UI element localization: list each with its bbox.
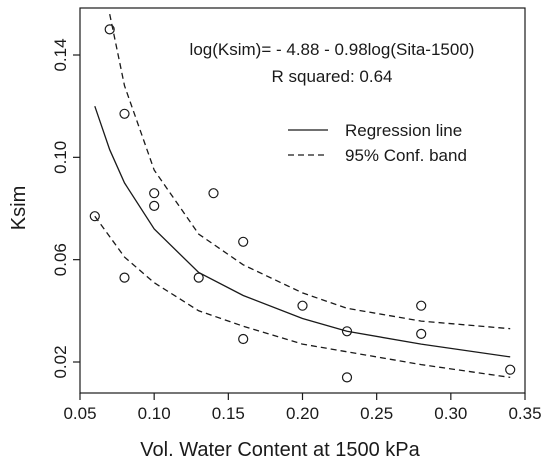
x-axis: 0.05 0.10 0.15 0.20 0.25 0.30 0.35: [63, 393, 542, 423]
y-tick-label: 0.14: [51, 38, 70, 71]
data-point: [238, 236, 249, 247]
regression-line: [94, 105, 511, 358]
x-tick-label: 0.05: [63, 404, 96, 423]
data-point: [505, 364, 516, 375]
y-tick-label: 0.06: [51, 243, 70, 276]
data-point: [238, 333, 249, 345]
plot-area: [79, 7, 526, 394]
y-tick-label: 0.02: [51, 345, 70, 378]
x-tick-label: 0.10: [138, 404, 171, 423]
data-point: [89, 211, 100, 222]
x-tick-label: 0.35: [508, 404, 541, 423]
conf-band-lower: [94, 215, 511, 379]
legend: Regression line 95% Conf. band: [288, 121, 467, 165]
regression-equation: log(Ksim)= - 4.88 - 0.98log(Sita-1500): [190, 40, 475, 59]
y-tick-label: 0.10: [51, 141, 70, 174]
data-point: [119, 108, 130, 119]
data-point: [297, 300, 308, 311]
x-tick-label: 0.20: [286, 404, 319, 423]
data-point: [416, 300, 427, 311]
y-axis-label: Ksim: [8, 186, 30, 230]
data-point: [119, 272, 130, 283]
legend-label-conf-band: 95% Conf. band: [345, 146, 467, 165]
x-tick-label: 0.25: [360, 404, 393, 423]
r-squared-annotation: R squared: 0.64: [272, 67, 393, 86]
x-tick-label: 0.15: [212, 404, 245, 423]
y-axis: 0.02 0.06 0.10 0.14: [51, 38, 80, 379]
data-point: [208, 188, 219, 199]
data-point: [341, 372, 353, 383]
x-axis-label: Vol. Water Content at 1500 kPa: [140, 439, 420, 461]
data-point: [104, 24, 115, 35]
legend-label-regression: Regression line: [345, 121, 462, 140]
conf-band-upper: [109, 13, 511, 330]
data-point: [149, 200, 160, 211]
data-point: [149, 188, 160, 199]
data-point: [341, 326, 353, 337]
data-point: [193, 272, 204, 283]
x-tick-label: 0.30: [434, 404, 467, 423]
plot-frame: [79, 7, 526, 394]
data-point: [416, 328, 427, 339]
